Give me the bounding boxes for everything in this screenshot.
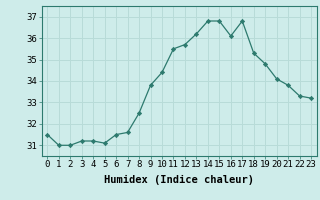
X-axis label: Humidex (Indice chaleur): Humidex (Indice chaleur) [104, 175, 254, 185]
